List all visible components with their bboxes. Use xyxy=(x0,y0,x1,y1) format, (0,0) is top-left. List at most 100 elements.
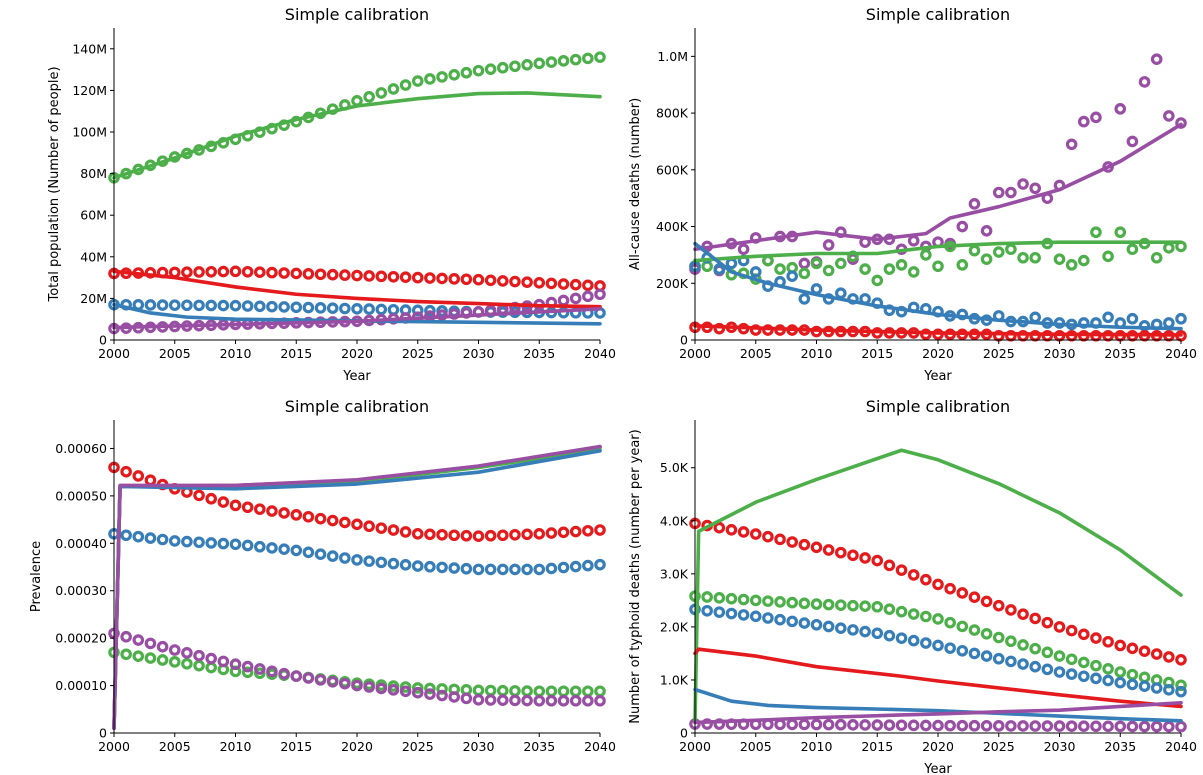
data-point-red xyxy=(920,573,932,586)
data-point-green xyxy=(798,597,811,610)
x-tick-label: 2025 xyxy=(402,739,434,754)
data-point-purple xyxy=(1102,720,1114,733)
plot-area xyxy=(689,448,1187,733)
data-point-purple xyxy=(424,688,436,700)
data-point-green xyxy=(436,71,448,83)
x-tick-label: 2040 xyxy=(1165,739,1197,754)
data-point-blue xyxy=(810,618,823,631)
data-point-purple xyxy=(582,290,594,303)
data-point-purple xyxy=(472,693,485,706)
data-point-green xyxy=(545,685,558,698)
data-point-blue xyxy=(387,303,400,316)
data-point-purple xyxy=(1053,720,1066,732)
data-point-purple xyxy=(907,234,920,247)
y-axis-label: Prevalence xyxy=(29,541,44,612)
data-point-green xyxy=(144,652,157,664)
data-point-purple xyxy=(569,694,582,707)
data-point-green xyxy=(351,95,363,107)
data-point-red xyxy=(1175,653,1187,666)
data-point-red xyxy=(363,270,375,282)
data-point-purple xyxy=(351,679,363,692)
data-point-purple xyxy=(557,694,570,707)
data-point-purple xyxy=(302,672,315,684)
data-point-blue xyxy=(786,615,798,628)
data-point-green xyxy=(774,263,786,275)
data-point-green xyxy=(448,69,460,81)
data-point-red xyxy=(944,582,956,595)
data-point-red xyxy=(1078,628,1090,641)
data-point-red xyxy=(774,533,786,546)
data-point-blue xyxy=(229,538,242,551)
data-point-green xyxy=(509,60,521,73)
data-point-red xyxy=(290,509,303,521)
x-tick-label: 2010 xyxy=(220,346,252,361)
data-point-purple xyxy=(798,257,811,270)
data-point-purple xyxy=(1005,186,1017,199)
data-point-blue xyxy=(496,563,509,576)
y-tick-label: 600K xyxy=(656,162,689,177)
data-point-red xyxy=(314,512,327,525)
data-point-blue xyxy=(883,629,896,642)
data-point-red xyxy=(1041,616,1054,629)
data-point-green xyxy=(1138,671,1151,684)
data-point-green xyxy=(387,83,400,95)
data-point-blue xyxy=(871,627,884,640)
x-tick-label: 2035 xyxy=(1104,346,1136,361)
x-tick-label: 2015 xyxy=(861,346,893,361)
data-point-blue xyxy=(290,301,303,314)
y-tick-label: 200K xyxy=(656,276,689,291)
data-point-green xyxy=(569,53,582,66)
data-point-green xyxy=(582,685,594,698)
data-point-green xyxy=(786,596,798,609)
data-point-blue xyxy=(762,612,774,624)
data-point-blue xyxy=(351,554,363,566)
data-point-purple xyxy=(387,684,400,696)
data-point-green xyxy=(1150,251,1163,264)
data-point-purple xyxy=(241,660,254,673)
y-tick-label: 800K xyxy=(656,106,689,121)
data-point-blue xyxy=(1102,674,1114,687)
data-point-red xyxy=(762,530,774,543)
plot-area xyxy=(689,53,1187,342)
data-point-red xyxy=(1090,632,1102,644)
y-tick-label: 20M xyxy=(80,291,107,306)
data-point-green xyxy=(496,61,509,74)
x-tick-label: 2000 xyxy=(98,346,130,361)
x-tick-label: 2025 xyxy=(983,346,1015,361)
y-tick-label: 400K xyxy=(656,219,689,234)
data-point-red xyxy=(205,265,217,278)
data-point-green xyxy=(1053,650,1066,662)
data-point-red xyxy=(132,470,145,482)
data-point-purple xyxy=(895,719,908,732)
x-tick-label: 2000 xyxy=(98,739,130,754)
data-point-green xyxy=(968,244,981,257)
data-point-red xyxy=(1163,651,1175,663)
data-point-green xyxy=(992,246,1005,258)
data-point-red xyxy=(533,276,546,289)
data-point-green xyxy=(472,684,485,697)
data-point-blue xyxy=(363,303,375,315)
data-point-red xyxy=(375,270,388,283)
model-line-blue xyxy=(693,241,1183,331)
y-tick-label: 0 xyxy=(680,726,688,741)
data-point-blue xyxy=(120,529,132,542)
data-point-purple xyxy=(448,308,460,320)
data-point-blue xyxy=(484,563,497,576)
data-point-blue xyxy=(895,632,908,644)
data-point-red xyxy=(387,524,400,536)
data-point-blue xyxy=(521,563,533,576)
data-point-green xyxy=(1017,639,1029,651)
data-point-green xyxy=(168,656,181,668)
subplot-all-cause-deaths: 2000 2005 2010 2015 2020 2025 2030 2035 2040 0 200… xyxy=(628,5,1197,384)
x-tick-label: 2035 xyxy=(523,739,555,754)
data-point-blue xyxy=(314,548,327,561)
data-point-purple xyxy=(1078,115,1090,128)
data-point-purple xyxy=(798,718,811,731)
data-point-red xyxy=(278,507,290,519)
y-tick-label: 0.00030 xyxy=(55,583,107,598)
data-point-blue xyxy=(920,637,932,649)
data-point-red xyxy=(424,528,436,541)
data-point-purple xyxy=(582,694,594,707)
data-point-green xyxy=(545,56,558,68)
data-point-red xyxy=(1114,639,1127,652)
